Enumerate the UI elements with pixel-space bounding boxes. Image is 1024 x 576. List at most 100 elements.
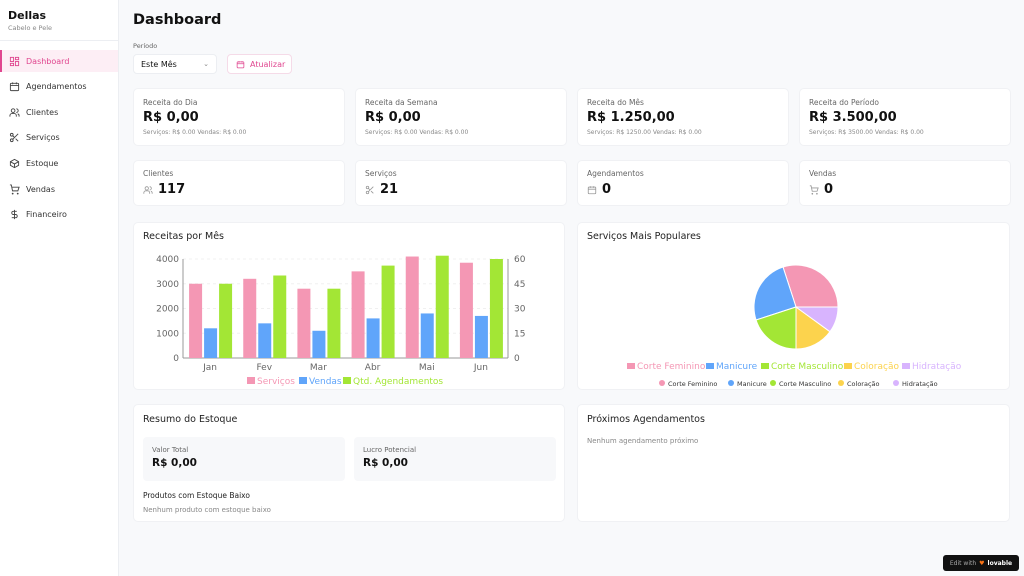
sidebar-item-label: Agendamentos [26,82,87,92]
sidebar-item-vendas[interactable]: Vendas [0,178,118,200]
revenue-label: Receita do Mês [587,98,644,107]
legend-dot [728,380,734,386]
low-stock-empty: Nenhum produto com estoque baixo [143,506,271,514]
sidebar-item-financeiro[interactable]: Financeiro [0,204,118,226]
chart-title: Serviços Mais Populares [587,231,701,242]
legend-label: Corte Feminino [668,380,717,388]
y-tick-label: 2000 [156,305,179,315]
sidebar-item-serviços[interactable]: Serviços [0,127,118,149]
calendar-icon [236,60,245,68]
users-icon [9,108,20,117]
refresh-button[interactable]: Atualizar [227,54,292,74]
stat-card: Agendamentos 0 [577,160,789,206]
legend-label: Hidratação [902,380,938,388]
total-value-label: Valor Total [152,446,189,454]
y2-tick-label: 30 [514,305,526,315]
legend-dot [838,380,844,386]
revenue-breakdown: Serviços: R$ 3500.00 Vendas: R$ 0.00 [809,129,924,136]
legend-swatch [247,377,255,384]
period-value: Este Mês [141,59,177,69]
revenue-card: Receita do Mês R$ 1.250,00 Serviços: R$ … [577,88,789,146]
bar-vendas [474,315,488,358]
legend-label: Manicure [716,362,758,372]
upcoming-appointments-card: Próximos Agendamentos Nenhum agendamento… [577,404,1010,522]
sidebar-item-label: Financeiro [26,210,67,220]
profit-box: Lucro Potencial R$ 0,00 [354,437,556,481]
y-tick-label: 1000 [156,329,179,339]
revenue-breakdown: Serviços: R$ 1250.00 Vendas: R$ 0.00 [587,129,702,136]
legend-label: Qtd. Agendamentos [353,377,443,387]
legend-label: Manicure [737,380,767,388]
dollar-icon [11,210,18,220]
chart-title: Receitas por Mês [143,231,225,242]
stat-card: Clientes 117 [133,160,345,206]
stat-label: Agendamentos [587,169,644,178]
divider [0,40,119,41]
legend-swatch [299,377,307,384]
dashboard-icon [9,56,20,66]
stat-label: Vendas [809,169,837,178]
x-tick-label: Mai [419,363,435,373]
stat-label: Clientes [143,169,174,178]
legend-swatch [844,363,852,369]
y-tick-label: 0 [173,354,179,364]
upcoming-empty: Nenhum agendamento próximo [587,437,699,445]
revenue-label: Receita da Semana [365,98,438,107]
stat-value: 117 [158,182,186,197]
x-tick-label: Jan [202,363,217,373]
profit-value: R$ 0,00 [363,457,408,469]
popular-services-card: Serviços Mais Populares Corte Feminino Co… [577,222,1010,390]
sidebar-item-clientes[interactable]: Clientes [0,101,118,123]
legend-dot [659,380,665,386]
brand-subtitle: Cabelo e Pele [8,24,53,32]
badge-label: Edit with [949,559,977,567]
legend-swatch [761,363,769,369]
edit-with-lovable-badge[interactable]: Edit with ♥ lovable [943,555,1019,571]
stock-title: Resumo do Estoque [143,414,238,425]
x-tick-label: Fev [256,363,272,373]
period-select[interactable]: Este Mês ⌄ [133,54,217,74]
sidebar: Dellas Cabelo e Pele Dashboard Agendament… [0,0,119,576]
sidebar-item-label: Clientes [26,107,59,117]
bar-vendas [366,318,380,358]
cart-icon [9,183,20,195]
sidebar-item-agendamentos[interactable]: Agendamentos [0,76,118,98]
bar-vendas [312,330,326,358]
bar-servi-os [351,271,365,358]
legend-dot [770,380,776,386]
legend-swatch [343,377,351,384]
badge-brand: lovable [987,559,1013,567]
pie-slice [753,266,797,321]
revenue-chart-card: Receitas por Mês 0 0 1000 15 2000 30 3000 45 400… [133,222,565,390]
legend-swatch [706,363,714,369]
legend-label: Serviços [257,377,295,387]
legend-label: Coloração [847,380,880,388]
x-tick-label: Mar [310,363,327,373]
scissors-icon [365,185,374,194]
revenue-card: Receita do Período R$ 3.500,00 Serviços:… [799,88,1011,146]
bar-vendas [420,313,434,358]
y2-tick-label: 45 [514,280,525,290]
legend-label: Vendas [309,377,342,387]
brand-name: Dellas [8,9,47,22]
calendar-icon [587,185,597,194]
pie-slice [755,306,797,350]
sidebar-item-label: Dashboard [26,56,70,66]
stat-card: Vendas 0 [799,160,1011,206]
scissors-icon [9,133,19,143]
legend-swatch [902,363,910,369]
x-tick-label: Abr [365,363,381,373]
legend-swatch [627,363,635,369]
bar-servi-os [459,262,473,358]
revenue-label: Receita do Dia [143,98,198,107]
stock-summary-card: Resumo do Estoque Valor Total R$ 0,00 Lu… [133,404,565,522]
services-pie-chart: Corte Feminino Corte Feminino Manicure Mani… [627,264,962,388]
bar-qtd-agendamentos [435,255,449,358]
sidebar-item-estoque[interactable]: Estoque [0,152,118,174]
legend-label: Corte Feminino [637,362,706,372]
sidebar-item-dashboard[interactable]: Dashboard [0,50,118,72]
bar-vendas [204,328,218,358]
total-value-box: Valor Total R$ 0,00 [143,437,345,481]
stat-label: Serviços [365,169,397,178]
sidebar-item-label: Estoque [26,158,59,168]
